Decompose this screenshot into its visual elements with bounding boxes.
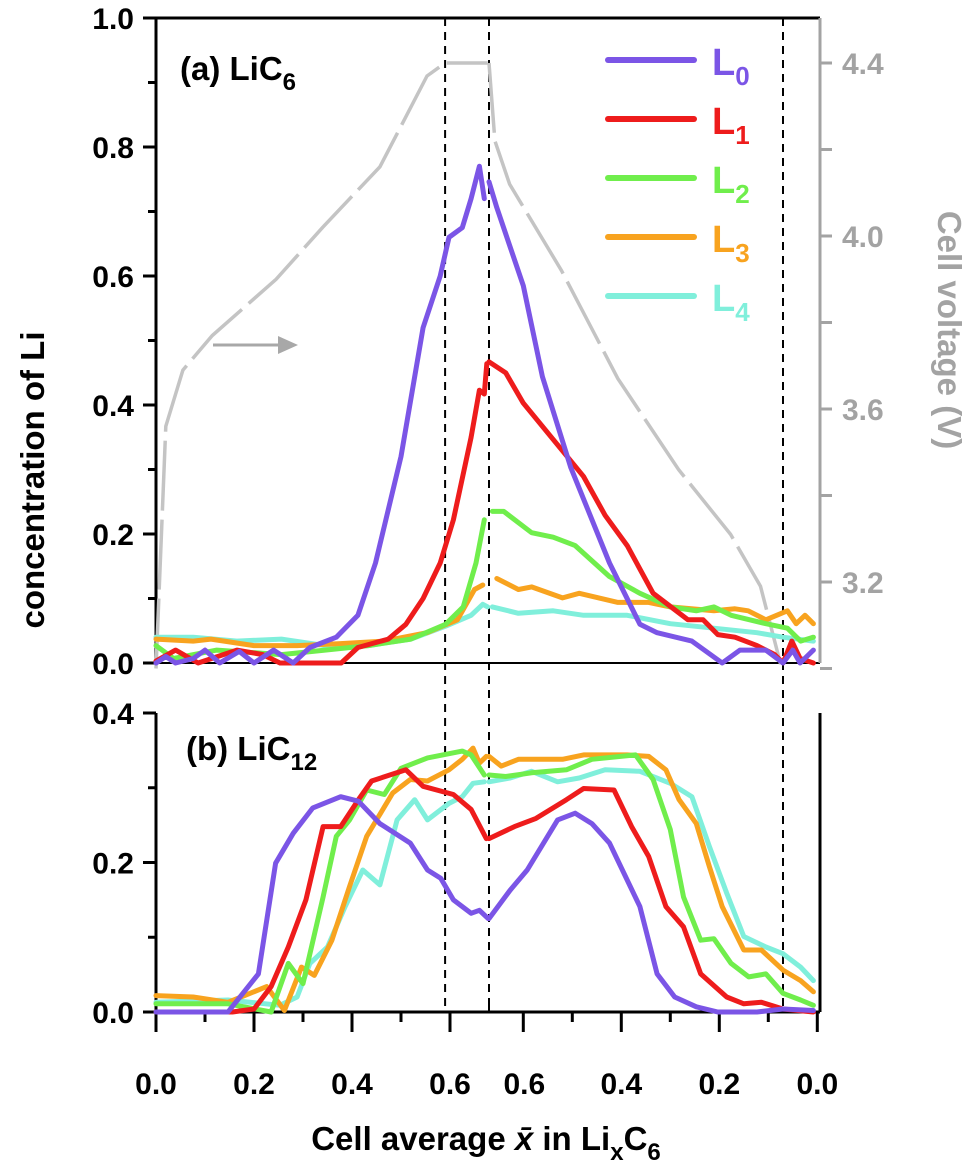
legend-label-L2: L2: [712, 160, 750, 209]
x-tick-label: 0.2: [698, 1068, 740, 1101]
y-tick-label: 0.8: [92, 132, 134, 165]
series-lines: [153, 61, 816, 1015]
y2-tick-label: 3.6: [842, 394, 884, 427]
x-tick-label: 0.4: [331, 1068, 373, 1101]
y-tick-label: 1.0: [92, 3, 134, 36]
x-tick-label: 0.6: [503, 1068, 545, 1101]
panel-b-label: (b) LiC12: [186, 730, 317, 776]
x-tick-label: 0.2: [233, 1068, 275, 1101]
series-L4-panel-b-charge: [153, 779, 487, 1008]
voltage-arrow-head: [278, 336, 298, 354]
series-L0-panel-b-charge: [153, 794, 491, 1015]
y-tick-label: 0.4: [92, 698, 134, 731]
series-L0-panel-a-charge: [153, 163, 487, 666]
legend-label-L1: L1: [712, 101, 750, 150]
series-L0-panel-b-discharge: [486, 810, 816, 1015]
y2-tick-label: 4.4: [842, 48, 884, 81]
x-axis-label: Cell average x̄ in LixC6: [311, 1120, 661, 1166]
y-tick-label: 0.2: [92, 848, 134, 881]
series-L2-panel-b-discharge: [486, 752, 816, 1008]
x-tick-label: 0.6: [429, 1068, 471, 1101]
series-L3-panel-b-charge: [153, 745, 489, 1013]
x-tick-label: 0.4: [600, 1068, 642, 1101]
x-tick-label: 0.0: [135, 1068, 177, 1101]
legend-label-L3: L3: [712, 219, 750, 268]
y-tick-label: 0.6: [92, 261, 134, 294]
y2-tick-label: 3.2: [842, 567, 884, 600]
x-tick-label: 0.0: [796, 1068, 838, 1101]
series-L4-panel-a-discharge: [489, 604, 816, 644]
y2-axis-label: Cell voltage (V): [931, 211, 968, 449]
y-tick-label: 0.4: [92, 390, 134, 423]
voltage-curve-discharge: [487, 62, 783, 665]
y-tick-label: 0.0: [92, 648, 134, 681]
series-L2-panel-b-charge: [153, 748, 487, 1015]
series-L0-panel-a-discharge: [486, 179, 816, 666]
panel-a-label: (a) LiC6: [180, 50, 296, 96]
series-L3-panel-b-discharge: [486, 752, 816, 995]
y-tick-label: 0.2: [92, 519, 134, 552]
legend-label-L4: L4: [712, 278, 750, 327]
voltage-curve-charge: [154, 61, 488, 669]
series-L1-panel-b-charge: [153, 767, 489, 1015]
y-axis-label: concentration of Li: [14, 332, 51, 629]
y2-tick-label: 4.0: [842, 221, 884, 254]
series-L1-panel-b-discharge: [486, 786, 816, 1015]
labels: 0.0 0.2 0.4 0.6 0.8 1.0 3.2 3.6 4.0 4.4 0.0 0.2 0.4 0…: [14, 3, 968, 1166]
series-L4-panel-b-discharge: [486, 767, 816, 984]
legend-label-L0: L0: [712, 42, 750, 91]
y-tick-label: 0.0: [92, 997, 134, 1030]
series-L1-panel-a-charge: [153, 361, 490, 666]
